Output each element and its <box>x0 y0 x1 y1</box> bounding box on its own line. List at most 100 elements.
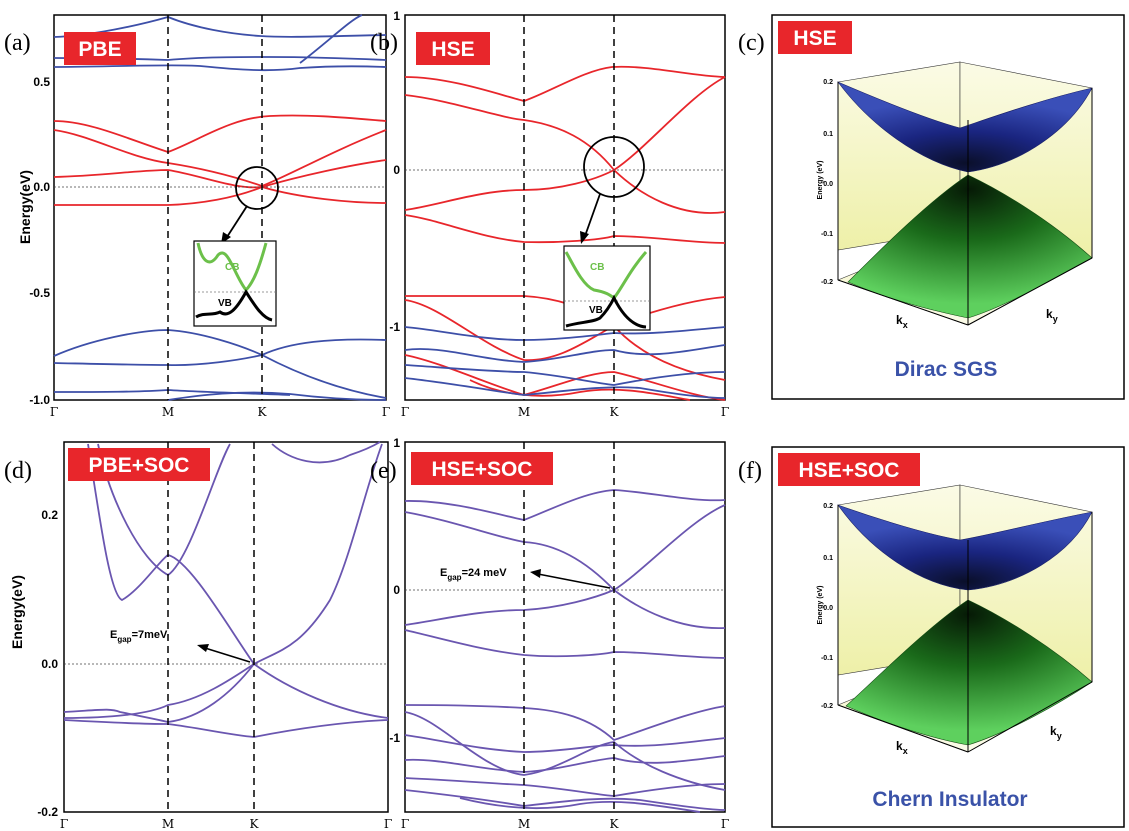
band-line <box>53 114 387 153</box>
band-line <box>404 76 726 172</box>
z-axis-label: Energy (eV) <box>817 161 824 200</box>
box-edge <box>837 704 969 753</box>
inset-arrow <box>584 193 601 237</box>
method-badge <box>778 453 920 486</box>
band-lines <box>63 441 389 738</box>
band-lines <box>404 65 726 401</box>
plot-frame <box>63 441 389 813</box>
plot-frame <box>53 14 387 401</box>
panel-caption: Dirac SGS <box>895 358 998 381</box>
x-tick-label: Γ <box>382 405 390 419</box>
method-badge-text: PBE <box>78 38 121 61</box>
band-line <box>53 329 387 357</box>
band-line <box>404 504 726 592</box>
method-badge-text: HSE+SOC <box>432 458 533 481</box>
ky-axis-label: ky <box>1050 724 1062 741</box>
vb-curve <box>565 294 647 329</box>
band-line <box>404 489 726 521</box>
x-tick-label: M <box>518 405 530 419</box>
method-badge-text: HSE <box>431 38 474 61</box>
band-line <box>404 629 726 659</box>
kx-axis-label: kx <box>896 739 908 756</box>
band-line <box>404 326 726 341</box>
method-badge <box>416 32 490 65</box>
y-tick-label: -1 <box>389 731 400 745</box>
panel-label: (f) <box>738 458 762 484</box>
gap-annotation: Egap=7meV <box>110 629 168 644</box>
method-badge <box>778 21 852 54</box>
band-lines <box>53 14 387 401</box>
y-tick-label: 0.2 <box>41 508 58 522</box>
band-line <box>404 789 726 811</box>
vb-label: VB <box>589 305 603 316</box>
gap-arrow <box>537 573 611 589</box>
z-tick-label: 0.1 <box>823 555 833 562</box>
gap-annotation: Egap=24 meV <box>440 567 507 582</box>
z-tick-label: 0.2 <box>823 503 833 510</box>
panel-d: Egap=7meV PBE+SOC (d) Energy(eV) 0.2 0.0… <box>4 441 392 831</box>
z-tick-label: 0.0 <box>823 605 833 612</box>
y-tick-label: 0 <box>393 163 400 177</box>
z-tick-label: -0.1 <box>821 231 833 238</box>
z-axis-label: Energy (eV) <box>817 586 824 625</box>
x-tick-label: M <box>162 817 174 831</box>
z-tick-label: 0.2 <box>823 79 833 86</box>
band-line <box>299 14 363 64</box>
band-line <box>54 159 387 206</box>
x-tick-label: M <box>518 817 530 831</box>
panel-e: Egap=24 meV HSE+SOC (e) 1 0 -1 Γ M K Γ <box>370 436 729 831</box>
y-axis-label: Energy(eV) <box>17 170 33 244</box>
z-tick-label: -0.2 <box>821 703 833 710</box>
y-tick-label: 1 <box>393 436 400 450</box>
inset-frame <box>563 245 651 331</box>
x-tick-label: Γ <box>721 817 729 831</box>
cb-label: CB <box>590 262 604 273</box>
3d-box <box>837 61 1093 326</box>
band-line <box>404 364 726 386</box>
y-tick-label: 0.0 <box>41 657 58 671</box>
cb-label: CB <box>225 262 239 273</box>
panel-b: CB VB HSE (b) 1 0 -1 Γ M K Γ <box>370 9 729 419</box>
panel-f: 0.2 0.1 0.0 -0.1 -0.2 Energy (eV) kx ky … <box>738 446 1125 828</box>
x-tick-label: Γ <box>384 817 392 831</box>
band-line <box>53 129 387 187</box>
z-tick-label: -0.1 <box>821 655 833 662</box>
band-line <box>271 441 381 464</box>
plot-frame <box>404 441 726 813</box>
x-tick-label: Γ <box>50 405 58 419</box>
inset: CB VB <box>563 245 651 331</box>
box-edge <box>967 681 1093 753</box>
y-tick-label: -0.5 <box>29 286 50 300</box>
band-line <box>404 354 726 401</box>
cb-curve <box>196 242 268 293</box>
band-lines <box>404 489 726 813</box>
x-tick-label: K <box>258 405 268 419</box>
method-badge <box>64 32 136 65</box>
z-tick-label: 0.1 <box>823 131 833 138</box>
z-tick-label: -0.2 <box>821 279 833 286</box>
y-tick-label: 0.5 <box>33 75 50 89</box>
vb-label: VB <box>218 298 232 309</box>
cb-curve <box>564 251 648 301</box>
band-line <box>404 377 726 399</box>
arrow-head <box>530 569 541 578</box>
x-tick-label: Γ <box>401 405 409 419</box>
x-tick-label: Γ <box>721 405 729 419</box>
y-axis-label: Energy(eV) <box>9 575 25 649</box>
3d-box <box>837 484 1093 753</box>
panel-label: (d) <box>4 458 32 484</box>
band-line <box>167 391 387 401</box>
band-line <box>459 797 701 813</box>
gap-arrow <box>204 647 251 663</box>
band-line <box>404 65 726 102</box>
z-tick-label: 0.0 <box>823 181 833 188</box>
band-line <box>404 168 726 214</box>
box-edge <box>837 279 969 326</box>
y-tick-label: 0 <box>393 583 400 597</box>
band-line <box>253 443 383 665</box>
method-badge <box>68 448 210 481</box>
band-line <box>87 443 255 665</box>
inset: CB VB <box>193 240 277 327</box>
band-line <box>404 704 726 742</box>
x-tick-label: M <box>162 405 174 419</box>
